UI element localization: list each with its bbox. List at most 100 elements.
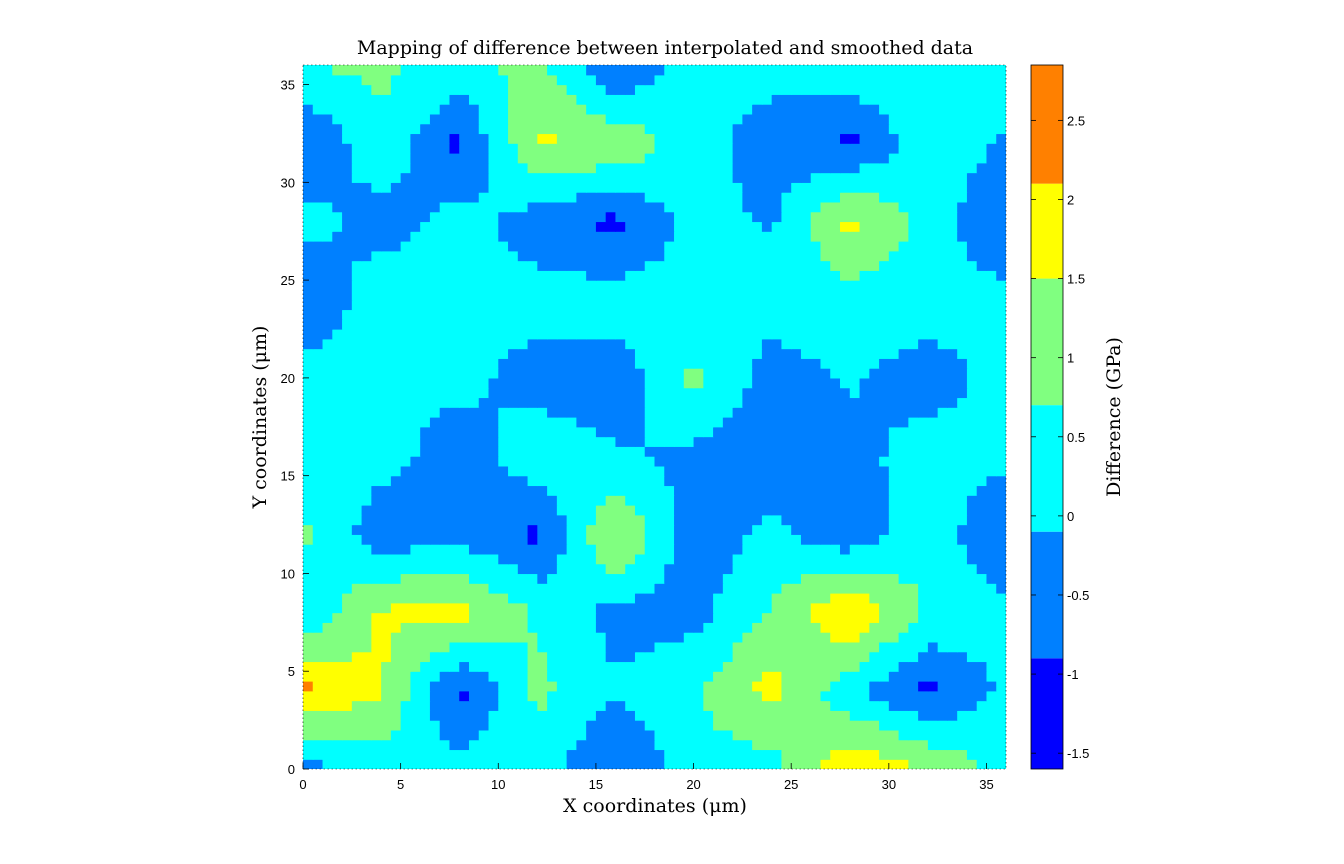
heatmap-cell [986,573,997,584]
heatmap-cell [351,583,363,594]
heatmap-cell [683,622,695,633]
heatmap-cell [732,583,743,594]
heatmap-cell [508,192,519,203]
heatmap-cell [898,221,909,232]
heatmap-cell [742,309,753,320]
heatmap-cell [664,329,675,340]
heatmap-cell [488,299,499,311]
heatmap-cell [517,143,529,154]
heatmap-cell [859,700,870,711]
heatmap-cell [869,113,880,125]
heatmap-cell [918,583,929,594]
heatmap-cell [800,505,812,516]
heatmap-cell [410,221,421,232]
heatmap-cell [810,641,822,653]
heatmap-cell [810,622,822,633]
heatmap-cell [605,162,617,174]
heatmap-cell [429,143,441,154]
heatmap-cell [312,700,324,711]
heatmap-cell [459,84,470,95]
heatmap-cell [674,162,685,174]
heatmap-cell [869,514,880,526]
heatmap-cell [898,661,909,672]
heatmap-cell [810,495,822,506]
heatmap-cell [498,319,509,330]
heatmap-cell [332,749,343,760]
heatmap-cell [361,729,372,741]
heatmap-cell [361,113,372,125]
heatmap-cell [312,241,324,252]
heatmap-cell [703,329,714,340]
heatmap-cell [459,162,470,174]
heatmap-cell [322,280,333,291]
heatmap-cell [322,113,333,125]
heatmap-cell [595,632,607,643]
heatmap-cell [693,377,704,389]
heatmap-cell [683,671,695,682]
heatmap-cell [498,94,509,105]
heatmap-cell [615,192,626,203]
heatmap-cell [703,544,714,555]
heatmap-cell [703,182,714,193]
heatmap-cell [312,397,324,408]
heatmap-cell [381,759,392,769]
heatmap-cell [781,505,792,516]
heatmap-cell [332,172,343,183]
heatmap-cell [468,641,480,653]
heatmap-cell [722,338,734,350]
heatmap-cell [625,759,636,769]
heatmap-cell [634,182,646,193]
heatmap-cell [595,407,607,418]
heatmap-cell [869,739,880,751]
heatmap-cell [410,495,421,506]
heatmap-cell [781,710,792,721]
heatmap-cell [693,368,704,379]
heatmap-cell [713,377,724,389]
heatmap-cell [898,553,909,565]
heatmap-cell [410,387,421,399]
heatmap-cell [625,338,636,350]
heatmap-cell [966,94,978,105]
heatmap-cell [810,280,822,291]
heatmap-cell [449,524,460,535]
heatmap-cell [800,192,812,203]
heatmap-cell [586,475,597,487]
heatmap-cell [322,94,333,105]
heatmap-cell [654,544,665,555]
heatmap-cell [420,280,431,291]
heatmap-cell [595,250,607,262]
heatmap-cell [791,524,802,535]
heatmap-cell [498,299,509,311]
heatmap-cell [312,309,324,320]
heatmap-cell [879,260,890,271]
heatmap-cell [927,329,939,340]
heatmap-cell [459,348,470,359]
heatmap-cell [508,377,519,389]
heatmap-cell [888,661,900,672]
heatmap-cell [390,329,402,340]
heatmap-cell [381,544,392,555]
heatmap-cell [849,231,861,242]
heatmap-cell [693,241,704,252]
heatmap-cell [390,250,402,262]
heatmap-cell [517,113,529,125]
heatmap-cell [986,602,997,614]
heatmap-cell [517,309,529,320]
heatmap-cell [840,319,851,330]
heatmap-cell [439,720,451,731]
heatmap-cell [371,446,382,457]
heatmap-cell [390,104,402,115]
heatmap-cell [556,524,568,535]
heatmap-cell [859,182,870,193]
heatmap-cell [429,573,441,584]
heatmap-cell [683,299,695,311]
heatmap-cell [439,632,451,643]
heatmap-cell [566,417,577,428]
heatmap-cell [361,172,372,183]
heatmap-cell [761,739,773,751]
heatmap-cell [800,524,812,535]
heatmap-cell [342,671,353,682]
heatmap-cell [537,739,548,751]
heatmap-cell [303,602,314,614]
heatmap-cell [605,583,617,594]
